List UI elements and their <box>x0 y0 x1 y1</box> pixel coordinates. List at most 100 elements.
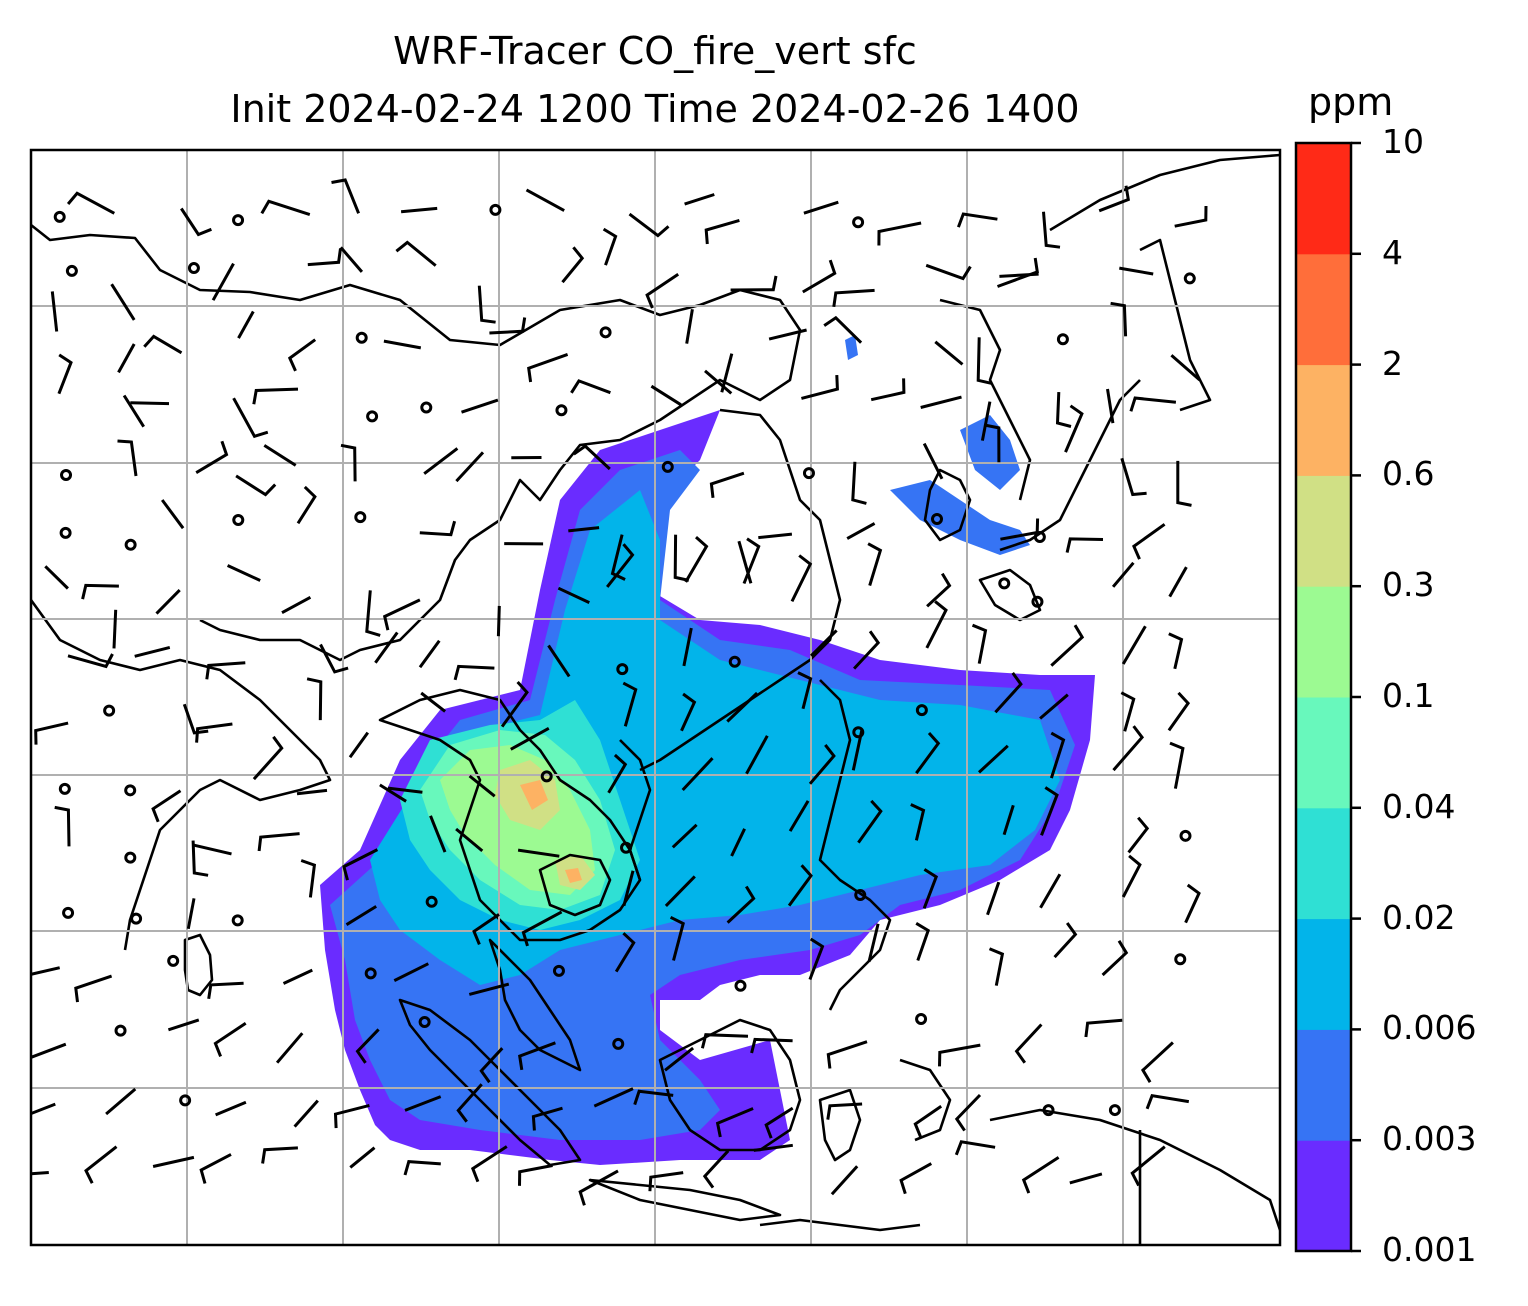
wind-barb <box>971 623 988 664</box>
coastline-philippines <box>818 679 892 1011</box>
calm-wind-circle <box>59 526 72 539</box>
wind-barb <box>570 379 611 395</box>
calm-wind-circle <box>930 513 943 526</box>
calm-wind-circle <box>364 967 377 980</box>
wind-barb <box>393 962 429 982</box>
calm-wind-circle <box>60 468 73 481</box>
wind-barb <box>730 275 778 292</box>
wind-barb <box>54 805 71 847</box>
calm-wind-circle <box>852 216 865 229</box>
wind-barb <box>826 1102 863 1120</box>
wind-barb <box>1039 693 1069 720</box>
calm-wind-circle <box>58 782 71 795</box>
wind-barb <box>155 589 181 615</box>
wind-barb <box>1069 1172 1103 1185</box>
wind-barb <box>300 859 317 898</box>
wind-barb <box>456 1083 483 1123</box>
wind-barb <box>1021 1156 1060 1194</box>
wind-barb <box>787 864 813 907</box>
wind-barb <box>715 1107 754 1138</box>
wind-barb <box>468 774 496 798</box>
wind-barb <box>282 968 313 985</box>
field-level-0.6 <box>520 780 582 883</box>
wind-barb <box>455 827 484 853</box>
wind-barb <box>472 913 500 945</box>
wind-barb <box>57 353 73 395</box>
calm-wind-circle <box>354 511 367 524</box>
wind-barb <box>453 664 495 681</box>
calm-wind-circle <box>998 577 1011 590</box>
calm-wind-circle <box>425 895 438 908</box>
plot-title-line-2: Init 2024-02-24 1200 Time 2024-02-26 140… <box>230 87 1080 131</box>
wind-barb <box>934 340 964 366</box>
wind-barb <box>205 661 246 680</box>
wind-barb <box>333 1103 370 1129</box>
calm-wind-circle <box>420 401 433 414</box>
wind-barb <box>235 474 277 497</box>
calm-wind-circle <box>489 203 502 216</box>
colorbar-tick-label: 0.006 <box>1382 1008 1477 1048</box>
wind-barb <box>730 828 746 857</box>
wind-barb <box>1053 922 1078 959</box>
wind-barb <box>913 1105 943 1138</box>
wind-barb <box>802 259 837 294</box>
colorbar-tick-label: 0.3 <box>1382 565 1435 605</box>
wind-barb <box>531 1106 563 1131</box>
wind-barb <box>808 937 825 981</box>
wind-barb <box>753 1143 793 1152</box>
wind-barb <box>296 788 328 796</box>
calm-wind-circle <box>124 784 137 797</box>
wind-barb <box>423 447 459 475</box>
calm-wind-circle <box>1183 272 1196 285</box>
calm-wind-circle <box>366 410 379 423</box>
colorbar-band-0.3 <box>1296 475 1351 587</box>
colorbar-tick-label: 10 <box>1382 122 1424 161</box>
wind-barb <box>521 910 563 947</box>
wind-barb <box>374 631 399 664</box>
calm-wind-circle <box>616 663 629 676</box>
wind-barb <box>984 423 1001 463</box>
wind-barb <box>1110 301 1128 337</box>
wind-barb <box>331 178 360 214</box>
coastline-china-mainland <box>31 223 802 662</box>
calm-wind-circle <box>915 1013 928 1026</box>
calm-wind-circle <box>540 770 553 783</box>
wind-barb <box>925 600 948 649</box>
wind-barb <box>527 352 569 383</box>
wind-barb <box>826 1040 868 1069</box>
wind-barb <box>470 1145 508 1183</box>
wind-barb <box>684 193 715 206</box>
wind-barb <box>287 338 317 372</box>
wind-barb <box>922 868 939 909</box>
map-area <box>31 150 1280 1245</box>
wind-barb <box>213 1022 247 1057</box>
wind-barb <box>823 315 863 344</box>
wind-barb <box>379 783 407 803</box>
calm-wind-circle <box>661 460 674 473</box>
wind-barb <box>1065 537 1104 553</box>
wind-barb <box>252 735 284 781</box>
wind-barb <box>50 291 59 332</box>
colorbar-band-0.6 <box>1296 364 1351 476</box>
wind-barb <box>404 1095 442 1112</box>
wind-barb <box>186 898 196 930</box>
wind-barb <box>455 451 485 483</box>
colorbar-tick-label: 0.001 <box>1382 1230 1477 1269</box>
wind-barb <box>143 334 183 355</box>
wind-barb <box>633 1089 674 1106</box>
wind-barb <box>232 397 269 439</box>
wind-barb <box>578 1169 619 1206</box>
wind-barb <box>429 815 447 853</box>
calm-wind-circle <box>1031 595 1044 608</box>
calm-wind-circle <box>620 841 633 854</box>
wind-barb <box>134 645 171 658</box>
wind-barb <box>195 722 233 743</box>
calm-wind-circle <box>1174 953 1187 966</box>
colorbar-band-0.001 <box>1296 1140 1351 1252</box>
wind-barb <box>275 1032 304 1064</box>
wind-barb <box>1168 566 1188 598</box>
wind-barb <box>622 681 638 727</box>
wind-barb <box>685 308 694 344</box>
wind-barb <box>1170 354 1201 382</box>
colorbar-band-0.02 <box>1296 807 1351 920</box>
